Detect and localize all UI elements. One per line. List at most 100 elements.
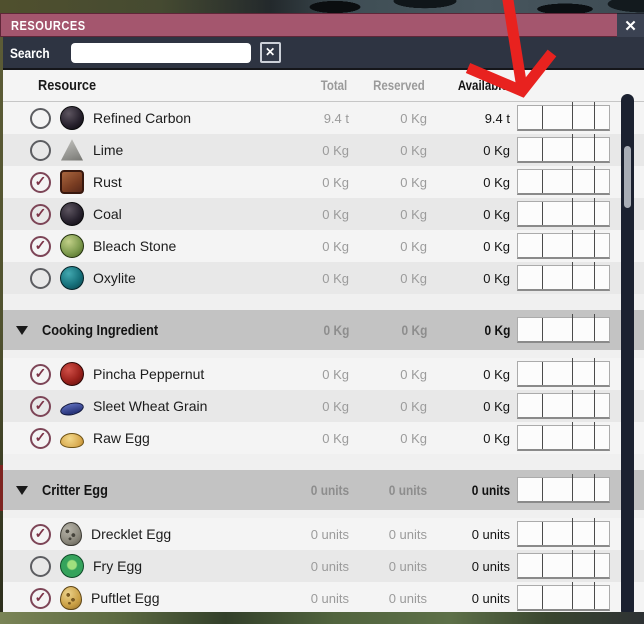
scrollbar-track[interactable]: [621, 94, 634, 617]
resource-checkbox[interactable]: [30, 107, 51, 129]
resource-sparkline: [517, 582, 610, 611]
window-titlebar: RESOURCES: [0, 13, 617, 37]
close-icon: ✕: [624, 17, 637, 35]
resource-row[interactable]: ✓ Rust 0 Kg 0 Kg 0 Kg: [0, 166, 644, 198]
column-total: Total: [320, 78, 347, 93]
resource-checkbox[interactable]: ✓: [30, 203, 51, 225]
resource-sparkline: [517, 166, 610, 195]
resource-sparkline: [517, 262, 610, 291]
bleach-stone-icon: [60, 234, 84, 258]
resource-row[interactable]: ✓ Raw Egg 0 Kg 0 Kg 0 Kg: [0, 422, 644, 454]
category-sparkline: [517, 314, 610, 343]
resource-name: Drecklet Egg: [91, 526, 172, 542]
category-total-value: 0 Kg: [323, 322, 349, 338]
total-value: 0 Kg: [322, 366, 349, 382]
reserved-value: 0 Kg: [400, 366, 427, 382]
section-gap: [0, 294, 644, 310]
sleet-wheat-grain-icon: [58, 400, 86, 418]
total-value: 0 Kg: [322, 270, 349, 286]
raw-egg-icon: [60, 433, 84, 448]
resource-checkbox[interactable]: ✓: [30, 427, 51, 449]
category-label: Cooking Ingredient: [42, 321, 159, 339]
resource-name: Puftlet Egg: [91, 590, 160, 606]
fry-egg-icon: [60, 554, 84, 578]
search-input[interactable]: [70, 42, 251, 63]
resource-checkbox[interactable]: ✓: [30, 235, 51, 257]
resource-checkbox[interactable]: [30, 139, 51, 161]
reserved-value: 0 Kg: [400, 174, 427, 190]
section-gap: [0, 510, 644, 518]
search-bar: Search ✕: [0, 37, 644, 68]
resource-checkbox[interactable]: [30, 555, 51, 577]
scrollbar-thumb[interactable]: [624, 146, 631, 208]
resource-sparkline: [517, 198, 610, 227]
reserved-value: 0 units: [388, 526, 427, 542]
total-value: 0 Kg: [322, 174, 349, 190]
total-value: 0 Kg: [322, 238, 349, 254]
resource-sparkline: [517, 518, 610, 547]
resource-name: Bleach Stone: [93, 238, 177, 254]
total-value: 0 Kg: [322, 398, 349, 414]
coal-icon: [60, 202, 84, 226]
available-value: 0 Kg: [483, 398, 510, 414]
resource-sparkline: [517, 230, 610, 259]
resource-row[interactable]: ✓ Coal 0 Kg 0 Kg 0 Kg: [0, 198, 644, 230]
resource-checkbox[interactable]: ✓: [30, 363, 51, 385]
resource-name: Sleet Wheat Grain: [93, 398, 208, 414]
collapse-triangle-icon[interactable]: [16, 325, 28, 335]
available-value: 0 units: [471, 590, 510, 606]
total-value: 0 units: [310, 526, 349, 542]
resource-checkbox[interactable]: [30, 267, 51, 289]
resource-row[interactable]: ✓ Drecklet Egg 0 units 0 units 0 units: [0, 518, 644, 550]
section-gap: [0, 350, 644, 358]
clear-search-button[interactable]: ✕: [259, 42, 281, 63]
resource-checkbox[interactable]: ✓: [30, 523, 51, 545]
resource-row[interactable]: Refined Carbon 9.4 t 0 Kg 9.4 t: [0, 102, 644, 134]
total-value: 0 Kg: [322, 142, 349, 158]
category-total-value: 0 units: [310, 482, 349, 498]
category-reserved-value: 0 units: [388, 482, 427, 498]
reserved-value: 0 Kg: [400, 238, 427, 254]
resource-name: Pincha Peppernut: [93, 366, 205, 382]
resource-row[interactable]: Oxylite 0 Kg 0 Kg 0 Kg: [0, 262, 644, 294]
resource-row[interactable]: ✓ Puftlet Egg 0 units 0 units 0 units: [0, 582, 644, 614]
resource-row[interactable]: ✓ Pincha Peppernut 0 Kg 0 Kg 0 Kg: [0, 358, 644, 390]
resource-name: Raw Egg: [93, 430, 150, 446]
available-value: 0 units: [471, 526, 510, 542]
resource-name: Rust: [93, 174, 122, 190]
game-background-bottom: [0, 612, 644, 624]
category-label: Critter Egg: [42, 481, 108, 499]
resource-checkbox[interactable]: ✓: [30, 171, 51, 193]
search-label: Search: [10, 44, 50, 61]
resource-sparkline: [517, 358, 610, 387]
resource-row[interactable]: ✓ Bleach Stone 0 Kg 0 Kg 0 Kg: [0, 230, 644, 262]
resource-name: Coal: [93, 206, 122, 222]
collapse-triangle-icon[interactable]: [16, 485, 28, 495]
drecklet-egg-icon: [60, 522, 82, 546]
available-value: 0 Kg: [483, 238, 510, 254]
available-value: 0 Kg: [483, 142, 510, 158]
available-value: 0 Kg: [483, 206, 510, 222]
available-value: 0 Kg: [483, 430, 510, 446]
window-title: RESOURCES: [11, 17, 86, 33]
resource-checkbox[interactable]: ✓: [30, 587, 51, 609]
resource-sparkline: [517, 134, 610, 163]
puftlet-egg-icon: [60, 586, 82, 610]
resource-sparkline: [517, 550, 610, 579]
available-value: 9.4 t: [484, 110, 510, 126]
resource-row[interactable]: Lime 0 Kg 0 Kg 0 Kg: [0, 134, 644, 166]
close-button[interactable]: ✕: [617, 13, 644, 37]
category-header[interactable]: Critter Egg 0 units 0 units 0 units: [0, 470, 644, 510]
total-value: 0 units: [310, 590, 349, 606]
resource-row[interactable]: ✓ Sleet Wheat Grain 0 Kg 0 Kg 0 Kg: [0, 390, 644, 422]
resource-checkbox[interactable]: ✓: [30, 395, 51, 417]
total-value: 9.4 t: [323, 110, 349, 126]
resource-row[interactable]: Fry Egg 0 units 0 units 0 units: [0, 550, 644, 582]
resource-sparkline: [517, 422, 610, 451]
section-gap: [0, 454, 644, 470]
refined-carbon-icon: [60, 106, 84, 130]
category-header[interactable]: Cooking Ingredient 0 Kg 0 Kg 0 Kg: [0, 310, 644, 350]
reserved-value: 0 units: [388, 558, 427, 574]
total-value: 0 units: [310, 558, 349, 574]
column-header-row: Resource Total Reserved Available: [0, 70, 644, 102]
